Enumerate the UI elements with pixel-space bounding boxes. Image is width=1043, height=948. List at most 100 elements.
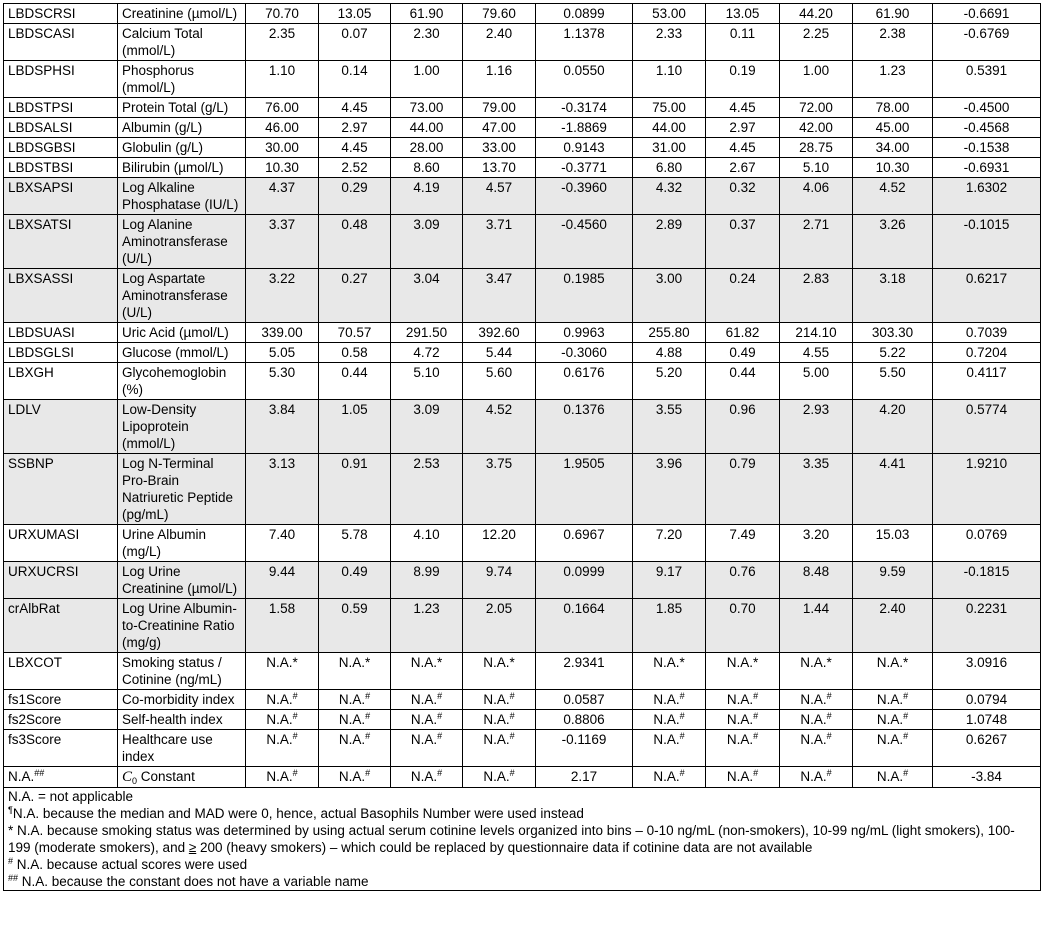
cell-value: 0.44 bbox=[318, 362, 391, 400]
cell-value: 28.75 bbox=[779, 137, 853, 158]
cell-value: -1.8869 bbox=[535, 117, 633, 138]
table-row: LBDSCRSI Creatinine (µmol/L) 70.70 13.05 61.… bbox=[3, 3, 1041, 24]
cell-value: 13.05 bbox=[318, 3, 391, 24]
cell-value: N.A.# bbox=[390, 729, 463, 767]
text-segment: N.A. bbox=[800, 769, 827, 784]
cell-value: 303.30 bbox=[852, 322, 933, 343]
text-segment: N.A. bbox=[726, 712, 754, 727]
cell-value: 5.78 bbox=[318, 524, 391, 562]
variable-description: Co-morbidity index bbox=[117, 689, 246, 710]
cell-value: 8.99 bbox=[390, 561, 463, 599]
cell-value: 4.45 bbox=[705, 137, 780, 158]
text-segment: # bbox=[292, 691, 298, 701]
cell-value: N.A.# bbox=[318, 709, 391, 730]
cell-value: 3.13 bbox=[245, 453, 319, 525]
text-segment: # bbox=[437, 691, 443, 701]
cell-value: 2.38 bbox=[852, 23, 933, 61]
table-row: LBDSUASI Uric Acid (µmol/L) 339.00 70.57 291… bbox=[3, 322, 1041, 343]
variable-code: fs1Score bbox=[3, 689, 118, 710]
cell-value: 12.20 bbox=[462, 524, 536, 562]
cell-value: 1.16 bbox=[462, 60, 536, 98]
text-segment: N.A. bbox=[653, 712, 680, 727]
cell-value: 10.30 bbox=[852, 157, 933, 178]
text-segment: N.A. bbox=[726, 769, 754, 784]
cell-value: -0.4568 bbox=[932, 117, 1041, 138]
variable-code: LBDSUASI bbox=[3, 322, 118, 343]
variable-description: Low-Density Lipoprotein (mmol/L) bbox=[117, 399, 246, 454]
table-row: LBDSTBSI Bilirubin (µmol/L) 10.30 2.52 8.60 1… bbox=[3, 157, 1041, 178]
cell-value: 3.09 bbox=[390, 214, 463, 269]
cell-value: 0.44 bbox=[705, 362, 780, 400]
text-segment: N.A. bbox=[653, 692, 680, 707]
cell-value: N.A.# bbox=[779, 709, 853, 730]
cell-value: 0.1664 bbox=[535, 598, 633, 653]
text-segment: # bbox=[679, 731, 685, 741]
variable-code: LBXSATSI bbox=[3, 214, 118, 269]
cell-value: N.A.# bbox=[462, 729, 536, 767]
cell-value: 8.48 bbox=[779, 561, 853, 599]
cell-value: 3.20 bbox=[779, 524, 853, 562]
cell-value: 5.05 bbox=[245, 342, 319, 363]
cell-value: N.A.# bbox=[632, 709, 706, 730]
cell-value: -0.4560 bbox=[535, 214, 633, 269]
table-row: LBDSGBSI Globulin (g/L) 30.00 4.45 28.00 33.0… bbox=[3, 137, 1041, 158]
cell-value: 392.60 bbox=[462, 322, 536, 343]
cell-value: 4.20 bbox=[852, 399, 933, 454]
cell-value: 4.37 bbox=[245, 177, 319, 215]
table-row: LBDSALSI Albumin (g/L) 46.00 2.97 44.00 47.00… bbox=[3, 117, 1041, 138]
footnote: # N.A. because actual scores were used bbox=[8, 856, 1036, 873]
cell-value: 9.59 bbox=[852, 561, 933, 599]
text-segment: N.A. bbox=[410, 769, 438, 784]
text-segment: N.A. bbox=[266, 692, 293, 707]
table-body: LBDSCRSI Creatinine (µmol/L) 70.70 13.05 61.… bbox=[3, 3, 1041, 891]
table-row: LBXGH Glycohemoglobin (%) 5.30 0.44 5.10 5.60… bbox=[3, 362, 1041, 400]
cell-value: 79.00 bbox=[462, 97, 536, 118]
cell-value: 46.00 bbox=[245, 117, 319, 138]
text-segment: # bbox=[753, 691, 759, 701]
cell-value: N.A.# bbox=[852, 709, 933, 730]
text-segment: # bbox=[679, 711, 685, 721]
cell-value: 1.9210 bbox=[932, 453, 1041, 525]
text-segment: N.A. bbox=[876, 732, 904, 747]
cell-value: 0.0769 bbox=[932, 524, 1041, 562]
text-segment: # bbox=[826, 731, 832, 741]
cell-value: 3.35 bbox=[779, 453, 853, 525]
text-segment: N.A. bbox=[338, 732, 366, 747]
cell-value: N.A.* bbox=[462, 652, 536, 690]
table-row: crAlbRat Log Urine Albumin-to-Creatinine … bbox=[3, 598, 1041, 653]
cell-value: -0.6931 bbox=[932, 157, 1041, 178]
cell-value: N.A.# bbox=[390, 709, 463, 730]
variable-code: LBXGH bbox=[3, 362, 118, 400]
cell-value: 13.05 bbox=[705, 3, 780, 24]
cell-value: -0.1015 bbox=[932, 214, 1041, 269]
cell-value: N.A.# bbox=[632, 689, 706, 710]
text-segment: N.A. bbox=[800, 692, 827, 707]
cell-value: 61.90 bbox=[390, 3, 463, 24]
cell-value: 1.10 bbox=[632, 60, 706, 98]
text-segment: C bbox=[122, 769, 133, 785]
cell-value: 1.00 bbox=[779, 60, 853, 98]
cell-value: 42.00 bbox=[779, 117, 853, 138]
cell-value: N.A.# bbox=[779, 766, 853, 788]
text-segment: Constant bbox=[137, 769, 195, 784]
text-segment: # bbox=[903, 711, 909, 721]
cell-value: 2.25 bbox=[779, 23, 853, 61]
cell-value: 0.49 bbox=[318, 561, 391, 599]
cell-value: 2.40 bbox=[852, 598, 933, 653]
cell-value: N.A.# bbox=[318, 689, 391, 710]
cell-value: 5.10 bbox=[390, 362, 463, 400]
table-row: N.A.## C0 Constant N.A.# N.A.# N.A.# N.A.# 2.1… bbox=[3, 766, 1041, 788]
variable-code: LBXSASSI bbox=[3, 268, 118, 323]
text-segment: # bbox=[679, 768, 685, 778]
cell-value: N.A.# bbox=[705, 729, 780, 767]
cell-value: 44.20 bbox=[779, 3, 853, 24]
variable-description: Log N-Terminal Pro-Brain Natriuretic Pep… bbox=[117, 453, 246, 525]
cell-value: 4.57 bbox=[462, 177, 536, 215]
variable-description: Urine Albumin (mg/L) bbox=[117, 524, 246, 562]
variable-description: Phosphorus (mmol/L) bbox=[117, 60, 246, 98]
cell-value: N.A.# bbox=[390, 689, 463, 710]
cell-value: 0.1376 bbox=[535, 399, 633, 454]
cell-value: 3.55 bbox=[632, 399, 706, 454]
cell-value: 0.96 bbox=[705, 399, 780, 454]
cell-value: 3.18 bbox=[852, 268, 933, 323]
